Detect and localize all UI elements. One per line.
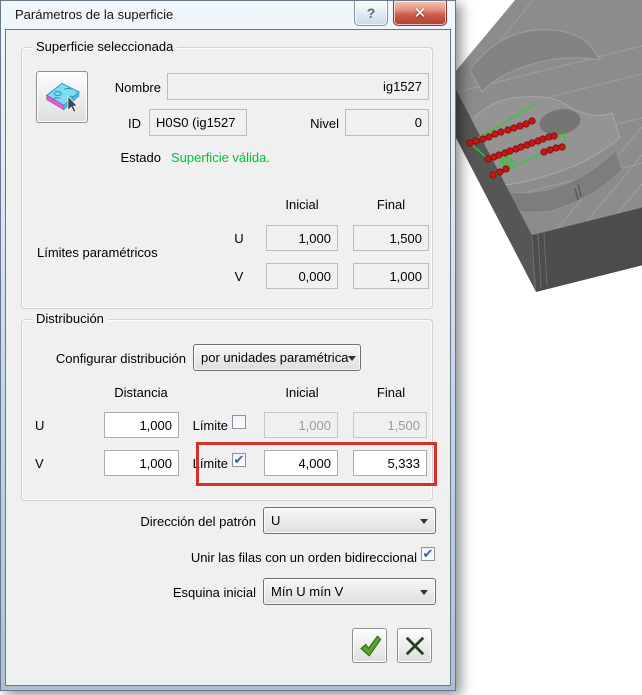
chevron-down-icon xyxy=(348,355,357,365)
limits-v-initial-field: 0,000 xyxy=(266,263,338,289)
distribution-group: Distribución xyxy=(21,311,433,501)
accept-check-icon xyxy=(359,634,381,657)
start-corner-select[interactable]: Mín U mín V xyxy=(263,578,436,605)
select-surface-button[interactable] xyxy=(36,71,88,123)
dist-v-distance-field[interactable]: 1,000 xyxy=(104,450,179,476)
selected-surface-group: Superficie seleccionada xyxy=(21,39,433,309)
name-field: ig1527 xyxy=(167,73,429,100)
configure-distribution-label: Configurar distribución xyxy=(55,351,186,366)
bidirectional-label: Unir las filas con un orden bidirecciona… xyxy=(190,550,417,565)
id-field: H0S0 (ig1527 xyxy=(149,109,247,136)
dist-u-axis-label: U xyxy=(35,418,45,433)
dist-v-limit-checkbox[interactable] xyxy=(232,453,246,467)
help-button[interactable]: ? xyxy=(354,1,388,26)
state-label: Estado xyxy=(120,150,161,165)
id-label: ID xyxy=(128,116,141,131)
dist-u-initial-field: 1,000 xyxy=(264,412,338,438)
dist-v-final-field[interactable]: 5,333 xyxy=(353,450,427,476)
parametric-limits-label: Límites paramétricos xyxy=(37,245,158,260)
limits-col-initial: Inicial xyxy=(285,197,319,212)
dist-col-distance: Distancia xyxy=(114,385,168,400)
limits-u-final-field: 1,500 xyxy=(353,225,429,251)
state-value: Superficie válida. xyxy=(171,150,270,165)
level-field: 0 xyxy=(345,109,429,136)
limits-v-final-field: 1,000 xyxy=(353,263,429,289)
limits-col-final: Final xyxy=(376,197,406,212)
pattern-direction-label: Dirección del patrón xyxy=(140,514,256,529)
dist-col-final: Final xyxy=(376,385,406,400)
chevron-down-icon xyxy=(420,518,428,528)
configure-distribution-value: por unidades paramétrica xyxy=(201,350,349,365)
cancel-x-icon xyxy=(405,636,424,655)
accept-button[interactable] xyxy=(352,628,387,663)
pattern-direction-value: U xyxy=(271,513,281,528)
surface-select-icon xyxy=(45,82,80,113)
dist-u-limit-checkbox[interactable] xyxy=(232,415,246,429)
close-icon: ✕ xyxy=(413,5,427,22)
cancel-button[interactable] xyxy=(397,628,432,663)
dist-col-initial: Inicial xyxy=(285,385,319,400)
start-corner-label: Esquina inicial xyxy=(172,585,256,600)
limits-u-initial-field: 1,000 xyxy=(266,225,338,251)
close-button[interactable]: ✕ xyxy=(393,1,447,26)
distribution-group-label: Distribución xyxy=(32,311,108,326)
dist-u-limit-label: Límite xyxy=(192,418,228,433)
dist-v-limit-label: Límite xyxy=(192,456,228,471)
dist-u-final-field: 1,500 xyxy=(353,412,427,438)
start-corner-value: Mín U mín V xyxy=(271,584,344,599)
dialog-title: Parámetros de la superficie xyxy=(15,7,174,22)
pattern-direction-select[interactable]: U xyxy=(263,507,436,534)
configure-distribution-select[interactable]: por unidades paramétrica xyxy=(193,344,361,371)
3d-viewport[interactable] xyxy=(440,0,642,695)
machined-block-model xyxy=(450,0,642,292)
chevron-down-icon xyxy=(420,589,428,599)
limits-v-axis-label: V xyxy=(234,269,244,284)
level-label: Nivel xyxy=(310,116,339,131)
bidirectional-checkbox[interactable] xyxy=(421,547,435,561)
help-icon: ? xyxy=(366,5,376,21)
limits-u-axis-label: U xyxy=(234,231,244,246)
name-label: Nombre xyxy=(114,80,161,95)
dist-v-initial-field[interactable]: 4,000 xyxy=(264,450,338,476)
drill-pattern-overlay xyxy=(466,102,567,179)
surface-parameters-dialog: Parámetros de la superficie ? ✕ Superfic… xyxy=(0,0,456,691)
dist-v-axis-label: V xyxy=(35,456,44,471)
selected-surface-group-label: Superficie seleccionada xyxy=(32,39,178,54)
dist-u-distance-field[interactable]: 1,000 xyxy=(104,412,179,438)
